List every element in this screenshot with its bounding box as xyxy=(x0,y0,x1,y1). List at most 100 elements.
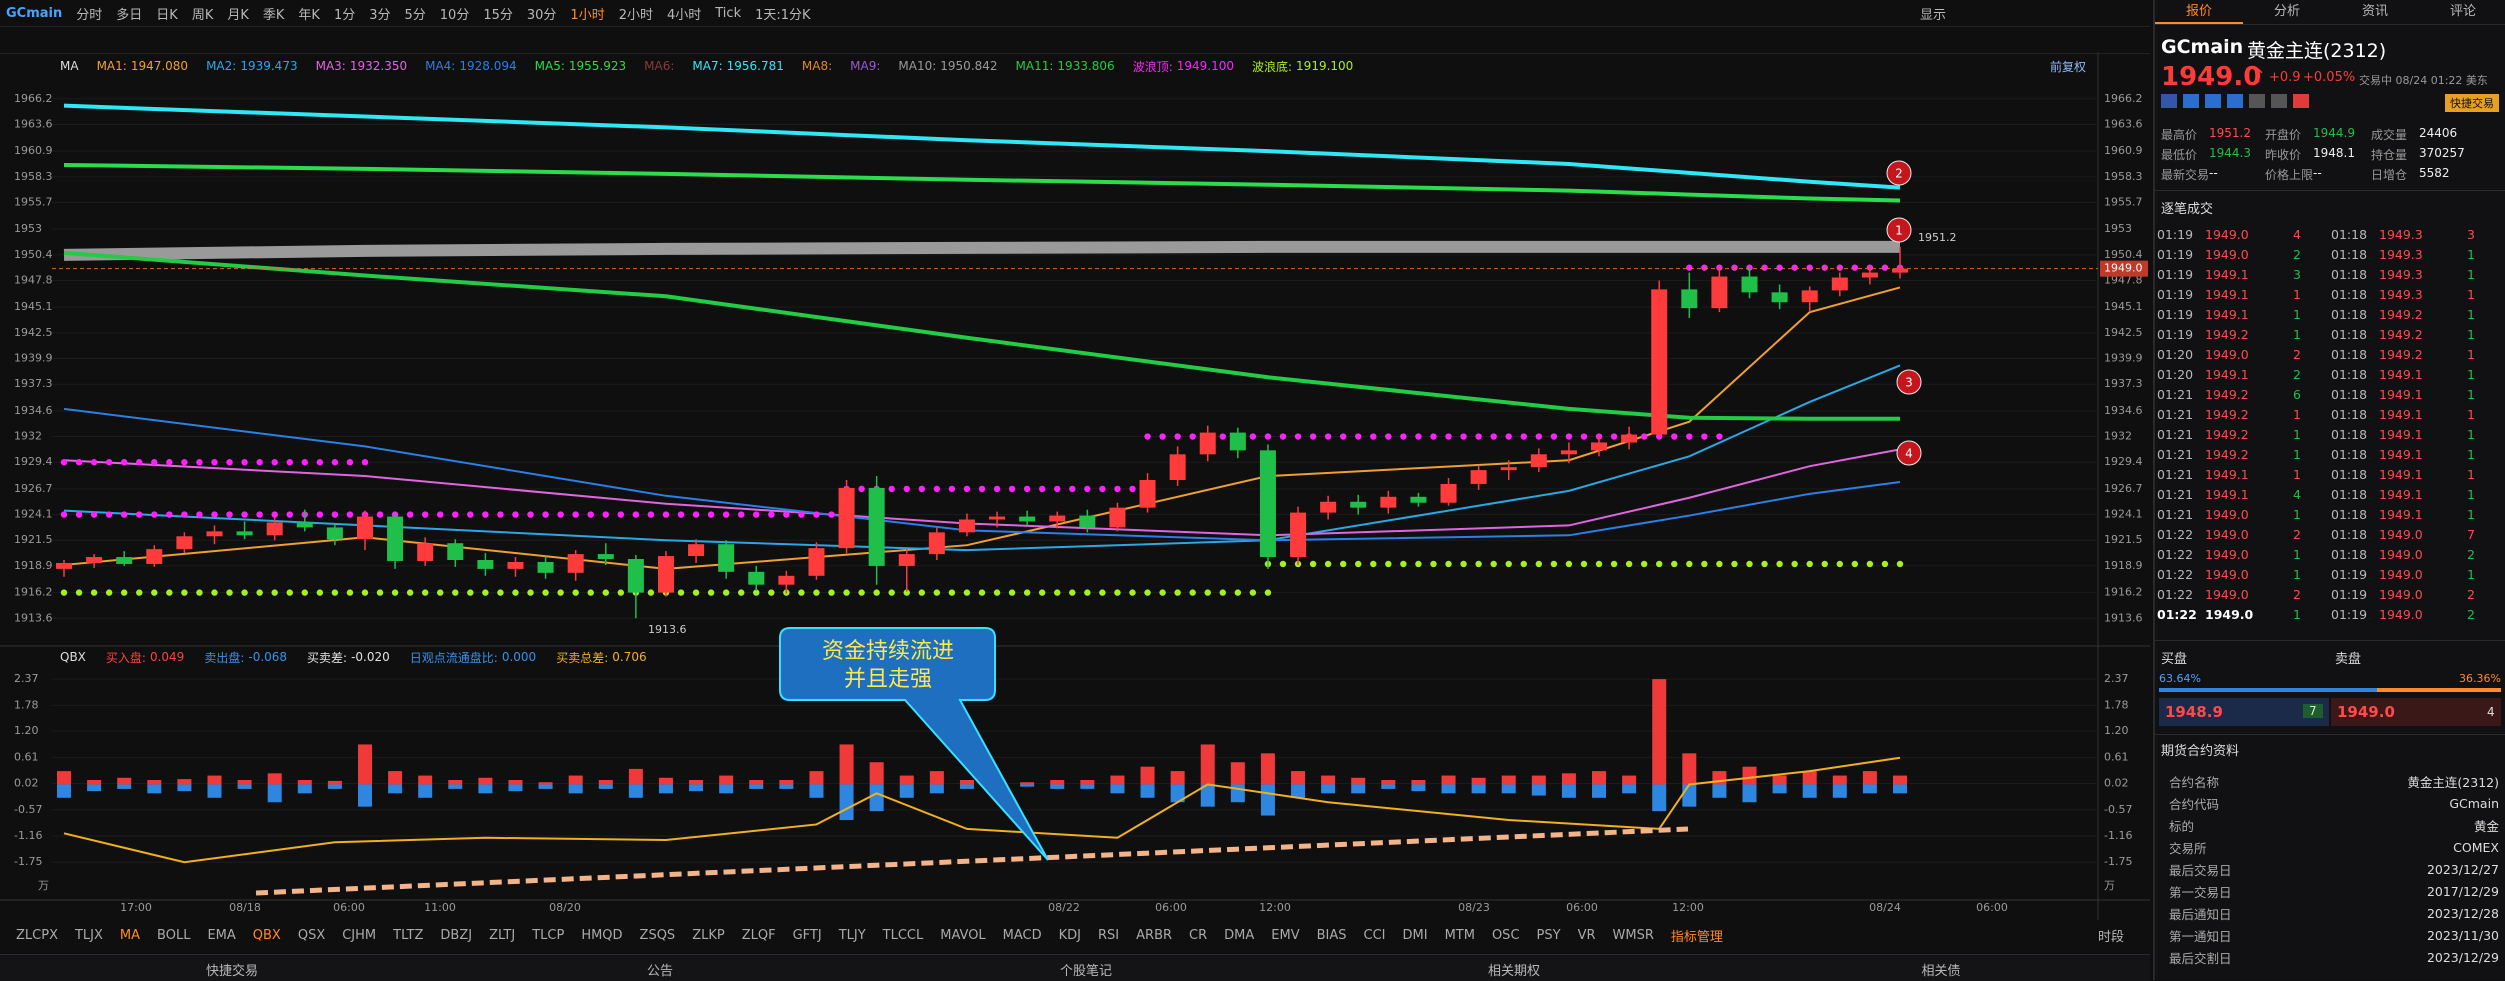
range-select[interactable]: 1天:1分K xyxy=(755,7,811,23)
period-button[interactable]: 5分 xyxy=(404,7,426,23)
indicator-tab[interactable]: WMSR xyxy=(1612,927,1654,943)
indicator-tab[interactable]: TLTZ xyxy=(393,927,424,943)
bid-pct: 63.64% xyxy=(2159,672,2201,685)
wave-dot xyxy=(120,589,128,596)
tick-row: 01:18 1949.1 1 xyxy=(2331,444,2475,464)
wave-dot xyxy=(1129,589,1136,596)
indicator-tab[interactable]: PSY xyxy=(1536,927,1561,943)
tick-time: 01:19 xyxy=(2331,566,2368,582)
indicator-tab[interactable]: KDJ xyxy=(1058,927,1082,943)
indicator-tab[interactable]: DBZJ xyxy=(440,927,473,943)
wave-dot xyxy=(858,485,865,493)
tick-row: 01:22 1949.0 1 xyxy=(2157,564,2301,584)
period-button[interactable]: 1小时 xyxy=(570,7,605,23)
indicator-tab[interactable]: CCI xyxy=(1363,927,1386,943)
adjust-button[interactable]: 前复权 xyxy=(2050,60,2087,74)
indicator-tab[interactable]: 指标管理 xyxy=(1670,929,1723,945)
indicator-tab[interactable]: MTM xyxy=(1444,927,1475,943)
tick-row: 01:18 1949.1 1 xyxy=(2331,364,2475,384)
candle-body xyxy=(688,544,705,557)
candle-body xyxy=(146,549,163,564)
panel-tab[interactable]: 分析 xyxy=(2273,4,2300,19)
indicator-tab[interactable]: ZSQS xyxy=(639,927,676,943)
wave-dot xyxy=(1640,560,1648,568)
bottom-tab[interactable]: 相关期权 xyxy=(1487,964,1541,979)
session-button[interactable]: 时段 xyxy=(2098,930,2125,945)
panel-tab[interactable]: 资讯 xyxy=(2361,4,2388,19)
indicator-tab[interactable]: DMI xyxy=(1402,927,1428,943)
indicator-tab[interactable]: GFTJ xyxy=(792,927,822,943)
wave-dot xyxy=(1084,589,1091,596)
bottom-tab[interactable]: 公告 xyxy=(646,964,674,979)
period-button[interactable]: 2小时 xyxy=(618,7,653,23)
ma-line xyxy=(63,162,1901,203)
buy-bar xyxy=(749,780,764,785)
wave-dot xyxy=(166,589,173,596)
indicator-tab[interactable]: TLJY xyxy=(838,927,866,943)
y-tick-label: 1934.6 xyxy=(14,404,53,417)
indicator-tab[interactable]: ZLQF xyxy=(741,927,776,943)
period-button[interactable]: 10分 xyxy=(439,7,470,23)
period-button[interactable]: 分时 xyxy=(76,7,103,23)
wave-dot xyxy=(60,589,68,596)
indicator-tab[interactable]: EMV xyxy=(1271,927,1300,943)
quick-trade-button[interactable]: 快捷交易 xyxy=(2445,94,2499,112)
indicator-tab[interactable]: BIAS xyxy=(1316,927,1347,943)
indicator-tab[interactable]: CR xyxy=(1189,927,1208,943)
indicator-tab[interactable]: HMQD xyxy=(581,927,623,943)
display-menu[interactable]: 显示 xyxy=(1920,8,1947,23)
bottom-tab[interactable]: 个股笔记 xyxy=(1059,964,1113,979)
wave-dot xyxy=(768,589,775,596)
indicator-tab[interactable]: MACD xyxy=(1002,927,1042,943)
indicator-tab[interactable]: ZLCPX xyxy=(16,927,58,943)
wave-dot xyxy=(286,459,293,466)
symbol[interactable]: GCmain xyxy=(6,5,63,21)
wave-dot xyxy=(1761,264,1768,271)
indicator-tab[interactable]: TLCCL xyxy=(882,927,924,943)
ma-value: 1933.806 xyxy=(1057,59,1115,73)
tick-qty: 2 xyxy=(2467,586,2475,602)
period-button[interactable]: 3分 xyxy=(369,7,391,23)
period-button[interactable]: 日K xyxy=(156,7,178,23)
indicator-tab[interactable]: QSX xyxy=(297,927,326,943)
candle-body xyxy=(1290,512,1307,558)
indicator-tab[interactable]: QBX xyxy=(252,927,281,943)
period-button[interactable]: 年K xyxy=(298,7,320,23)
indicator-tab[interactable]: ZLKP xyxy=(692,927,725,943)
ask-pct-bar xyxy=(2376,688,2501,692)
indicator-tab[interactable]: BOLL xyxy=(157,927,191,943)
bottom-tab[interactable]: 相关债 xyxy=(1921,964,1961,979)
wave-dot xyxy=(1114,485,1121,493)
tick-price: 1949.1 xyxy=(2379,386,2423,402)
indicator-tab[interactable]: CJHM xyxy=(342,927,377,943)
candle-body xyxy=(1470,470,1487,484)
indicator-tab[interactable]: MAVOL xyxy=(940,927,986,943)
buy-bar xyxy=(1893,775,1907,785)
indicator-tab[interactable]: ARBR xyxy=(1136,927,1173,943)
period-button[interactable]: 30分 xyxy=(526,7,557,23)
panel-tab[interactable]: 报价 xyxy=(2155,0,2243,24)
indicator-tab[interactable]: RSI xyxy=(1098,927,1120,943)
wave-dot xyxy=(301,459,308,466)
tick-time: 01:21 xyxy=(2157,446,2194,462)
tick-price: 1949.2 xyxy=(2205,446,2249,462)
period-button[interactable]: 1分 xyxy=(333,7,356,23)
indicator-tab[interactable]: MA xyxy=(119,927,141,943)
period-button[interactable]: Tick xyxy=(715,5,742,21)
indicator-tab[interactable]: DMA xyxy=(1224,927,1255,943)
period-button[interactable]: 季K xyxy=(262,7,285,23)
indicator-tab[interactable]: TLJX xyxy=(74,927,103,943)
indicator-tab[interactable]: VR xyxy=(1577,927,1596,943)
period-button[interactable]: 15分 xyxy=(483,7,513,23)
panel-tab[interactable]: 评论 xyxy=(2449,4,2476,19)
indicator-tab[interactable]: ZLTJ xyxy=(489,927,516,943)
indicator-tab[interactable]: OSC xyxy=(1491,927,1520,943)
period-button[interactable]: 4小时 xyxy=(666,7,702,23)
tick-row: 01:18 1949.3 3 xyxy=(2331,224,2475,244)
indicator-tab[interactable]: TLCP xyxy=(532,927,565,943)
indicator-tab[interactable]: EMA xyxy=(207,927,236,943)
period-button[interactable]: 月K xyxy=(227,7,249,23)
bottom-tab[interactable]: 快捷交易 xyxy=(205,964,259,979)
period-button[interactable]: 周K xyxy=(191,7,214,23)
period-button[interactable]: 多日 xyxy=(116,7,143,23)
